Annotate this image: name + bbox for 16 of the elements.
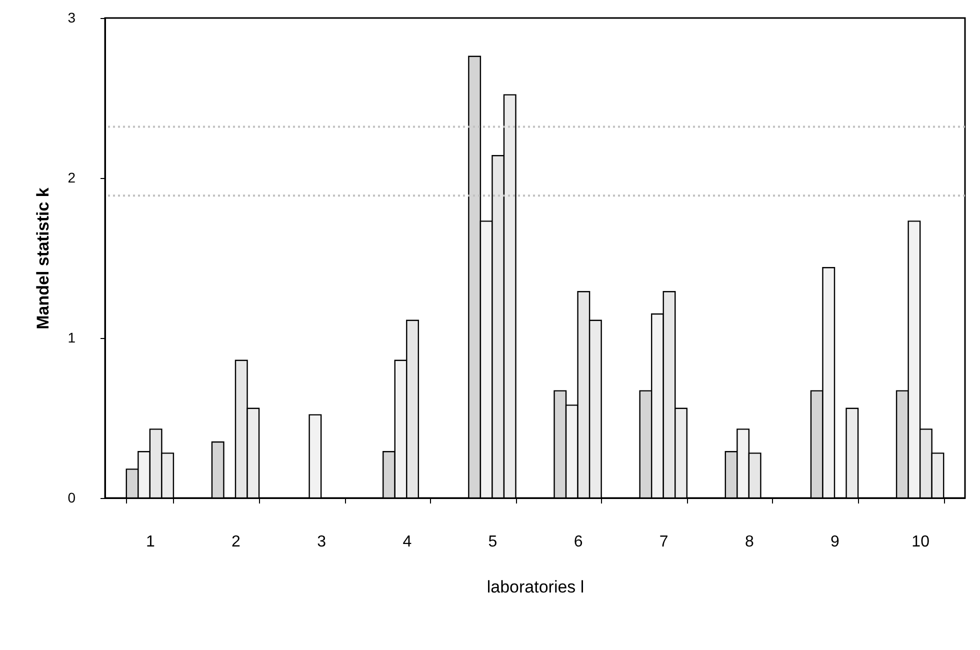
x-tick-label: 5	[488, 534, 498, 550]
x-tick-label: 4	[402, 534, 412, 550]
y-tick-label: 2	[68, 170, 76, 186]
y-tick-label: 0	[68, 490, 76, 506]
y-axis-title: Mandel statistic k	[34, 187, 53, 330]
x-tick-label: 6	[574, 534, 583, 550]
x-tick-label: 3	[317, 534, 326, 550]
y-tick-label: 1	[68, 330, 76, 346]
y-tick-label: 3	[68, 10, 76, 26]
x-tick-label: 9	[830, 534, 840, 550]
x-tick-label: 1	[146, 534, 155, 550]
x-tick-label: 2	[232, 534, 241, 550]
x-tick-label: 8	[744, 534, 754, 550]
x-tick-label: 10	[912, 534, 930, 550]
x-tick-label: 7	[659, 534, 668, 550]
x-axis-title: laboratories l	[486, 578, 584, 596]
